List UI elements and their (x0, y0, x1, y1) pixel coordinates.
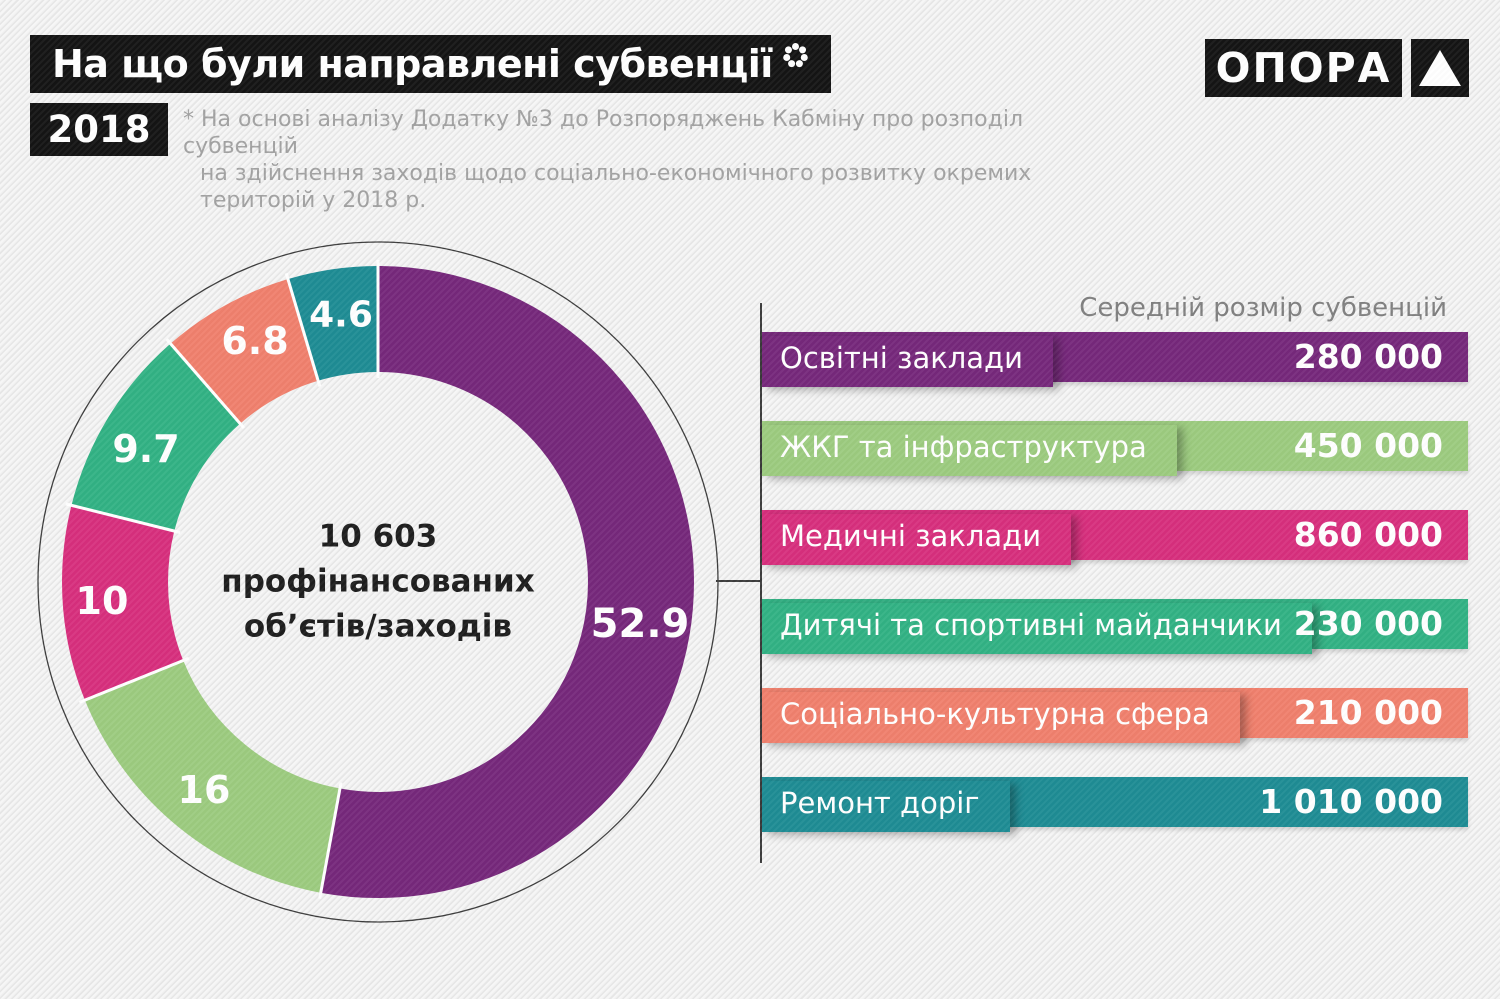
bar-row: ЖКГ та інфраструктура 450 000 (762, 421, 1468, 476)
year-label: 2018 (47, 108, 151, 151)
bar-row: Освітні заклади 280 000 (762, 332, 1468, 387)
bar-label: ЖКГ та інфраструктура (762, 425, 1177, 476)
bar-value: 860 000 (1293, 515, 1443, 554)
donut-center-line2: об’єтів/заходів (243, 608, 513, 645)
bar-label: Медичні заклади (762, 514, 1072, 565)
bars-panel: Освітні заклади 280 000 ЖКГ та інфраструкт… (762, 332, 1468, 832)
donut-chart (37, 241, 719, 923)
bar-value: 1 010 000 (1259, 782, 1443, 821)
donut-segment-gap (78, 656, 190, 704)
bar-value: 230 000 (1293, 604, 1443, 643)
donut-center-line1: профінансованих (221, 563, 535, 600)
donut-center-text: 10 603 профінансованих об’єтів/заходів (148, 515, 608, 650)
bar-value: 450 000 (1293, 426, 1443, 465)
bar-label: Дитячі та спортивні майданчики (762, 603, 1312, 654)
donut-segment-value-label: 4.6 (309, 294, 373, 336)
flower-asterisk-icon (783, 42, 808, 67)
donut-outline-circle (37, 241, 719, 923)
connector-line-horizontal (716, 580, 761, 582)
footnote-line-1: * На основі аналізу Додатку №3 до Розпор… (183, 107, 1024, 159)
bar-value: 280 000 (1293, 337, 1443, 376)
page-title: На що були направлені субвенції (52, 42, 773, 86)
donut-segment-gap (65, 502, 181, 534)
bar-label: Освітні заклади (762, 336, 1053, 387)
bar-row: Соціально-культурна сфера 210 000 (762, 688, 1468, 743)
donut-segment-gap (284, 272, 322, 387)
bar-label: Ремонт доріг (762, 781, 1010, 832)
donut-segment-value-label: 9.7 (112, 427, 180, 471)
donut-segment-value-label: 52.9 (590, 601, 690, 647)
triangle-up-icon (1419, 50, 1461, 86)
bar-row: Медичні заклади 860 000 (762, 510, 1468, 565)
title-banner: На що були направлені субвенції (30, 35, 831, 93)
connector-line-vertical (760, 303, 762, 863)
bar-row: Ремонт доріг 1 010 000 (762, 777, 1468, 832)
donut-segment-value-label: 6.8 (221, 319, 289, 363)
donut-segment-gap (318, 782, 343, 899)
year-badge: 2018 (30, 103, 168, 156)
donut-segment-value-label: 10 (75, 579, 129, 623)
footnote-line-2: на здійснення заходів щодо соціально-еко… (200, 161, 1032, 213)
bars-title: Середній розмір субвенцій (1079, 293, 1447, 323)
bar-row: Дитячі та спортивні майданчики 230 000 (762, 599, 1468, 654)
donut-center-value: 10 603 (318, 518, 438, 555)
logo-triangle-box (1411, 39, 1469, 97)
opora-logo-text: ОПОРА (1205, 39, 1402, 97)
bar-label: Соціально-культурна сфера (762, 692, 1240, 743)
donut-segment-value-label: 16 (177, 768, 231, 812)
opora-logo: ОПОРА (1205, 39, 1469, 97)
bar-value: 210 000 (1293, 693, 1443, 732)
footnote: * На основі аналізу Додатку №3 до Розпор… (183, 106, 1083, 214)
donut-segment (62, 266, 694, 898)
donut-segment-gap (165, 338, 246, 430)
